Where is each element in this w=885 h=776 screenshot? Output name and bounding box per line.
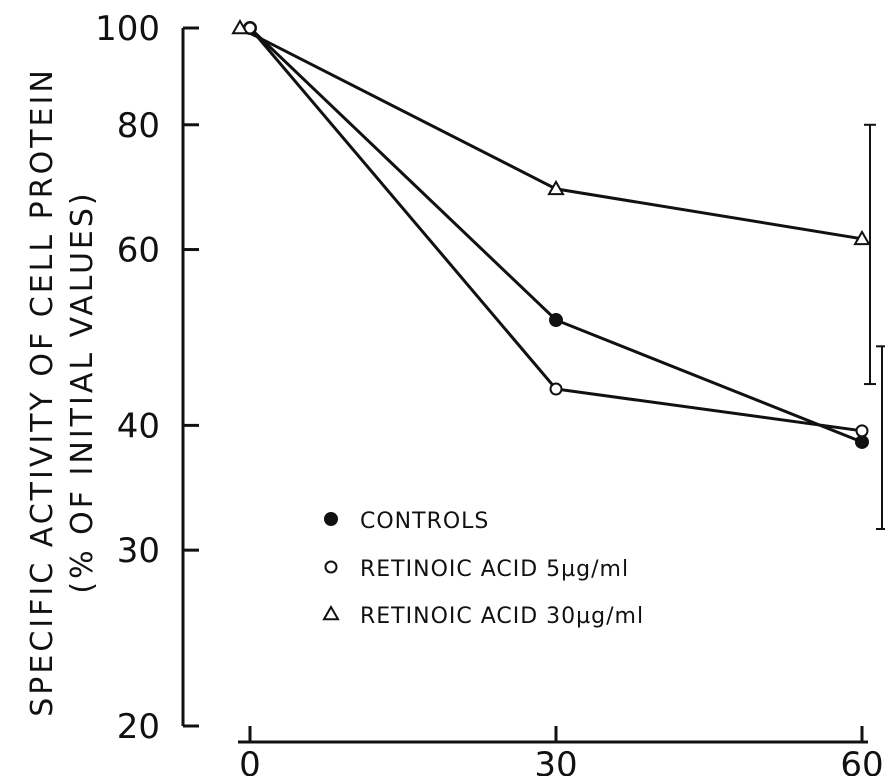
series-line-3	[239, 26, 863, 241]
series-line-1	[248, 26, 863, 444]
x-tick-label: 0	[239, 745, 261, 776]
legend-label: RETINOIC ACID 30µg/ml	[360, 604, 644, 629]
y-tick-label: 40	[117, 406, 160, 446]
data-point	[547, 179, 565, 196]
y-tick-label: 60	[117, 231, 160, 271]
y-tick-label: 100	[95, 9, 160, 49]
legend: CONTROLS RETINOIC ACID 5µg/ml RETINOIC ACI…	[322, 509, 644, 629]
series-lines	[239, 26, 863, 444]
data-points	[231, 18, 871, 449]
data-point	[853, 229, 871, 246]
legend-marker	[322, 604, 340, 621]
legend-label: RETINOIC ACID 5µg/ml	[360, 557, 629, 582]
legend-marker	[324, 512, 338, 526]
series-line-2	[248, 27, 863, 433]
y-tick-label: 20	[117, 707, 160, 747]
data-point	[549, 382, 563, 396]
y-axis-title: SPECIFIC ACTIVITY OF CELL PROTEIN (% OF …	[25, 67, 100, 717]
y-axis-title-line2: (% OF INITIAL VALUES)	[65, 190, 100, 593]
x-tick-label: 30	[534, 745, 577, 776]
data-point	[231, 18, 249, 35]
y-axis-title-line1: SPECIFIC ACTIVITY OF CELL PROTEIN	[25, 67, 60, 717]
axes: 100 80 60 40 30 20 0 30 60	[95, 9, 884, 776]
y-tick-label: 80	[117, 106, 160, 146]
data-point	[549, 313, 563, 328]
y-tick-label: 30	[117, 531, 160, 571]
data-point	[855, 424, 869, 438]
legend-label: CONTROLS	[360, 509, 489, 534]
error-bars	[864, 123, 885, 530]
legend-marker	[324, 560, 338, 574]
data-point	[855, 434, 869, 449]
x-tick-label: 60	[840, 745, 883, 776]
